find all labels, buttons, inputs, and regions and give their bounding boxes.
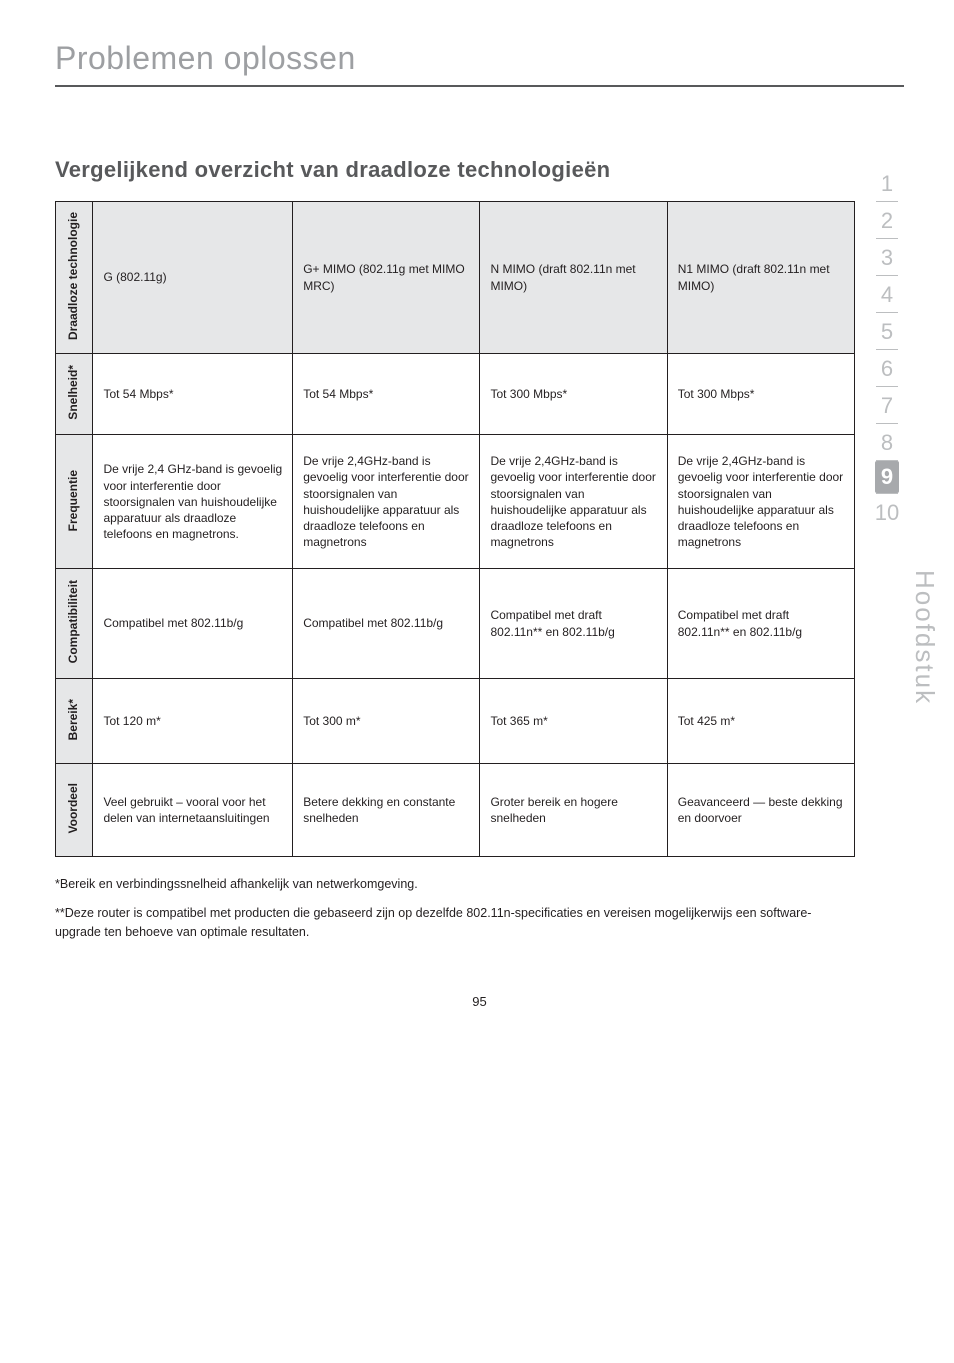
- table-row: Bereik* Tot 120 m* Tot 300 m* Tot 365 m*…: [56, 678, 855, 763]
- nav-item-2[interactable]: 2: [873, 202, 901, 238]
- row-label: Draadloze technologie: [63, 202, 85, 350]
- footnotes: *Bereik en verbindingssnelheid afhankeli…: [55, 875, 855, 941]
- nav-item-9-active[interactable]: 9: [875, 461, 899, 493]
- title-rule: [55, 85, 904, 87]
- cell: De vrije 2,4 GHz-band is gevoelig voor i…: [93, 435, 293, 569]
- section-title: Vergelijkend overzicht van draadloze tec…: [55, 157, 904, 183]
- cell: Groter bereik en hogere snelheden: [480, 763, 667, 856]
- cell: Compatibel met 802.11b/g: [93, 569, 293, 678]
- table-row: Compatibiliteit Compatibel met 802.11b/g…: [56, 569, 855, 678]
- row-header-snel: Snelheid*: [56, 354, 93, 435]
- cell: G (802.11g): [93, 202, 293, 354]
- cell: Compatibel met draft 802.11n** en 802.11…: [667, 569, 854, 678]
- cell: Compatibel met 802.11b/g: [293, 569, 480, 678]
- nav-item-8[interactable]: 8: [873, 424, 901, 460]
- cell: De vrije 2,4GHz-band is gevoelig voor in…: [480, 435, 667, 569]
- row-label: Frequentie: [63, 460, 85, 541]
- cell: Tot 300 m*: [293, 678, 480, 763]
- table-row: Snelheid* Tot 54 Mbps* Tot 54 Mbps* Tot …: [56, 354, 855, 435]
- cell: Tot 54 Mbps*: [293, 354, 480, 435]
- row-label: Bereik*: [63, 689, 85, 750]
- cell: Compatibel met draft 802.11n** en 802.11…: [480, 569, 667, 678]
- side-chapter-label: Hoofdstuk: [909, 570, 940, 705]
- chapter-nav: 1 2 3 4 5 6 7 8 9 10: [873, 165, 901, 530]
- row-label: Voordeel: [63, 773, 85, 843]
- table-row: Frequentie De vrije 2,4 GHz-band is gevo…: [56, 435, 855, 569]
- cell: De vrije 2,4GHz-band is gevoelig voor in…: [667, 435, 854, 569]
- footnote-2: **Deze router is compatibel met producte…: [55, 904, 855, 942]
- cell: G+ MIMO (802.11g met MIMO MRC): [293, 202, 480, 354]
- footnote-1: *Bereik en verbindingssnelheid afhankeli…: [55, 875, 855, 894]
- cell: Tot 54 Mbps*: [93, 354, 293, 435]
- page-title: Problemen oplossen: [55, 40, 904, 77]
- nav-item-5[interactable]: 5: [873, 313, 901, 349]
- row-label: Snelheid*: [63, 355, 85, 430]
- cell: Tot 300 Mbps*: [667, 354, 854, 435]
- row-header-compat: Compatibiliteit: [56, 569, 93, 678]
- nav-item-1[interactable]: 1: [873, 165, 901, 201]
- comparison-table: Draadloze technologie G (802.11g) G+ MIM…: [55, 201, 855, 857]
- table-row: Draadloze technologie G (802.11g) G+ MIM…: [56, 202, 855, 354]
- nav-item-4[interactable]: 4: [873, 276, 901, 312]
- row-label: Compatibiliteit: [63, 570, 85, 673]
- row-header-tech: Draadloze technologie: [56, 202, 93, 354]
- nav-item-3[interactable]: 3: [873, 239, 901, 275]
- row-header-voordeel: Voordeel: [56, 763, 93, 856]
- cell: Veel gebruikt – vooral voor het delen va…: [93, 763, 293, 856]
- cell: De vrije 2,4GHz-band is gevoelig voor in…: [293, 435, 480, 569]
- cell: Tot 365 m*: [480, 678, 667, 763]
- cell: Geavanceerd — beste dekking en doorvoer: [667, 763, 854, 856]
- nav-item-10[interactable]: 10: [873, 494, 901, 530]
- cell: Tot 300 Mbps*: [480, 354, 667, 435]
- nav-item-7[interactable]: 7: [873, 387, 901, 423]
- cell: Tot 425 m*: [667, 678, 854, 763]
- nav-item-6[interactable]: 6: [873, 350, 901, 386]
- row-header-freq: Frequentie: [56, 435, 93, 569]
- cell: N1 MIMO (draft 802.11n met MIMO): [667, 202, 854, 354]
- row-header-bereik: Bereik*: [56, 678, 93, 763]
- page-number: 95: [55, 994, 904, 1009]
- table-row: Voordeel Veel gebruikt – vooral voor het…: [56, 763, 855, 856]
- content-wrap: Draadloze technologie G (802.11g) G+ MIM…: [55, 201, 904, 857]
- cell: Tot 120 m*: [93, 678, 293, 763]
- cell: Betere dekking en constante snelheden: [293, 763, 480, 856]
- cell: N MIMO (draft 802.11n met MIMO): [480, 202, 667, 354]
